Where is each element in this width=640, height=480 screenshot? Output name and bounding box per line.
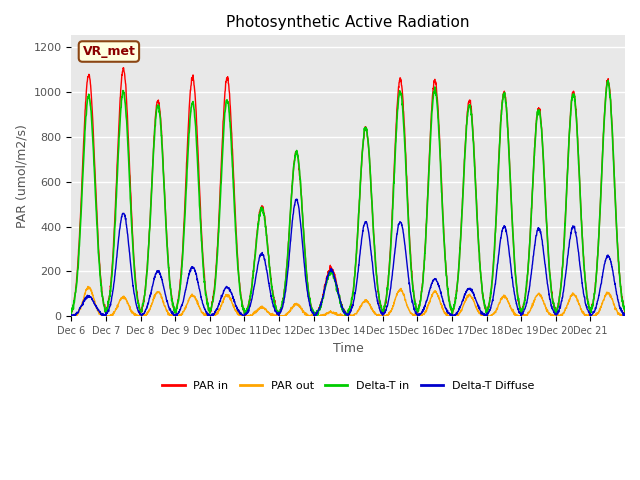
Title: Photosynthetic Active Radiation: Photosynthetic Active Radiation [227, 15, 470, 30]
Text: VR_met: VR_met [83, 45, 135, 58]
Y-axis label: PAR (umol/m2/s): PAR (umol/m2/s) [15, 124, 28, 228]
X-axis label: Time: Time [333, 342, 364, 355]
Legend: PAR in, PAR out, Delta-T in, Delta-T Diffuse: PAR in, PAR out, Delta-T in, Delta-T Dif… [158, 376, 538, 395]
